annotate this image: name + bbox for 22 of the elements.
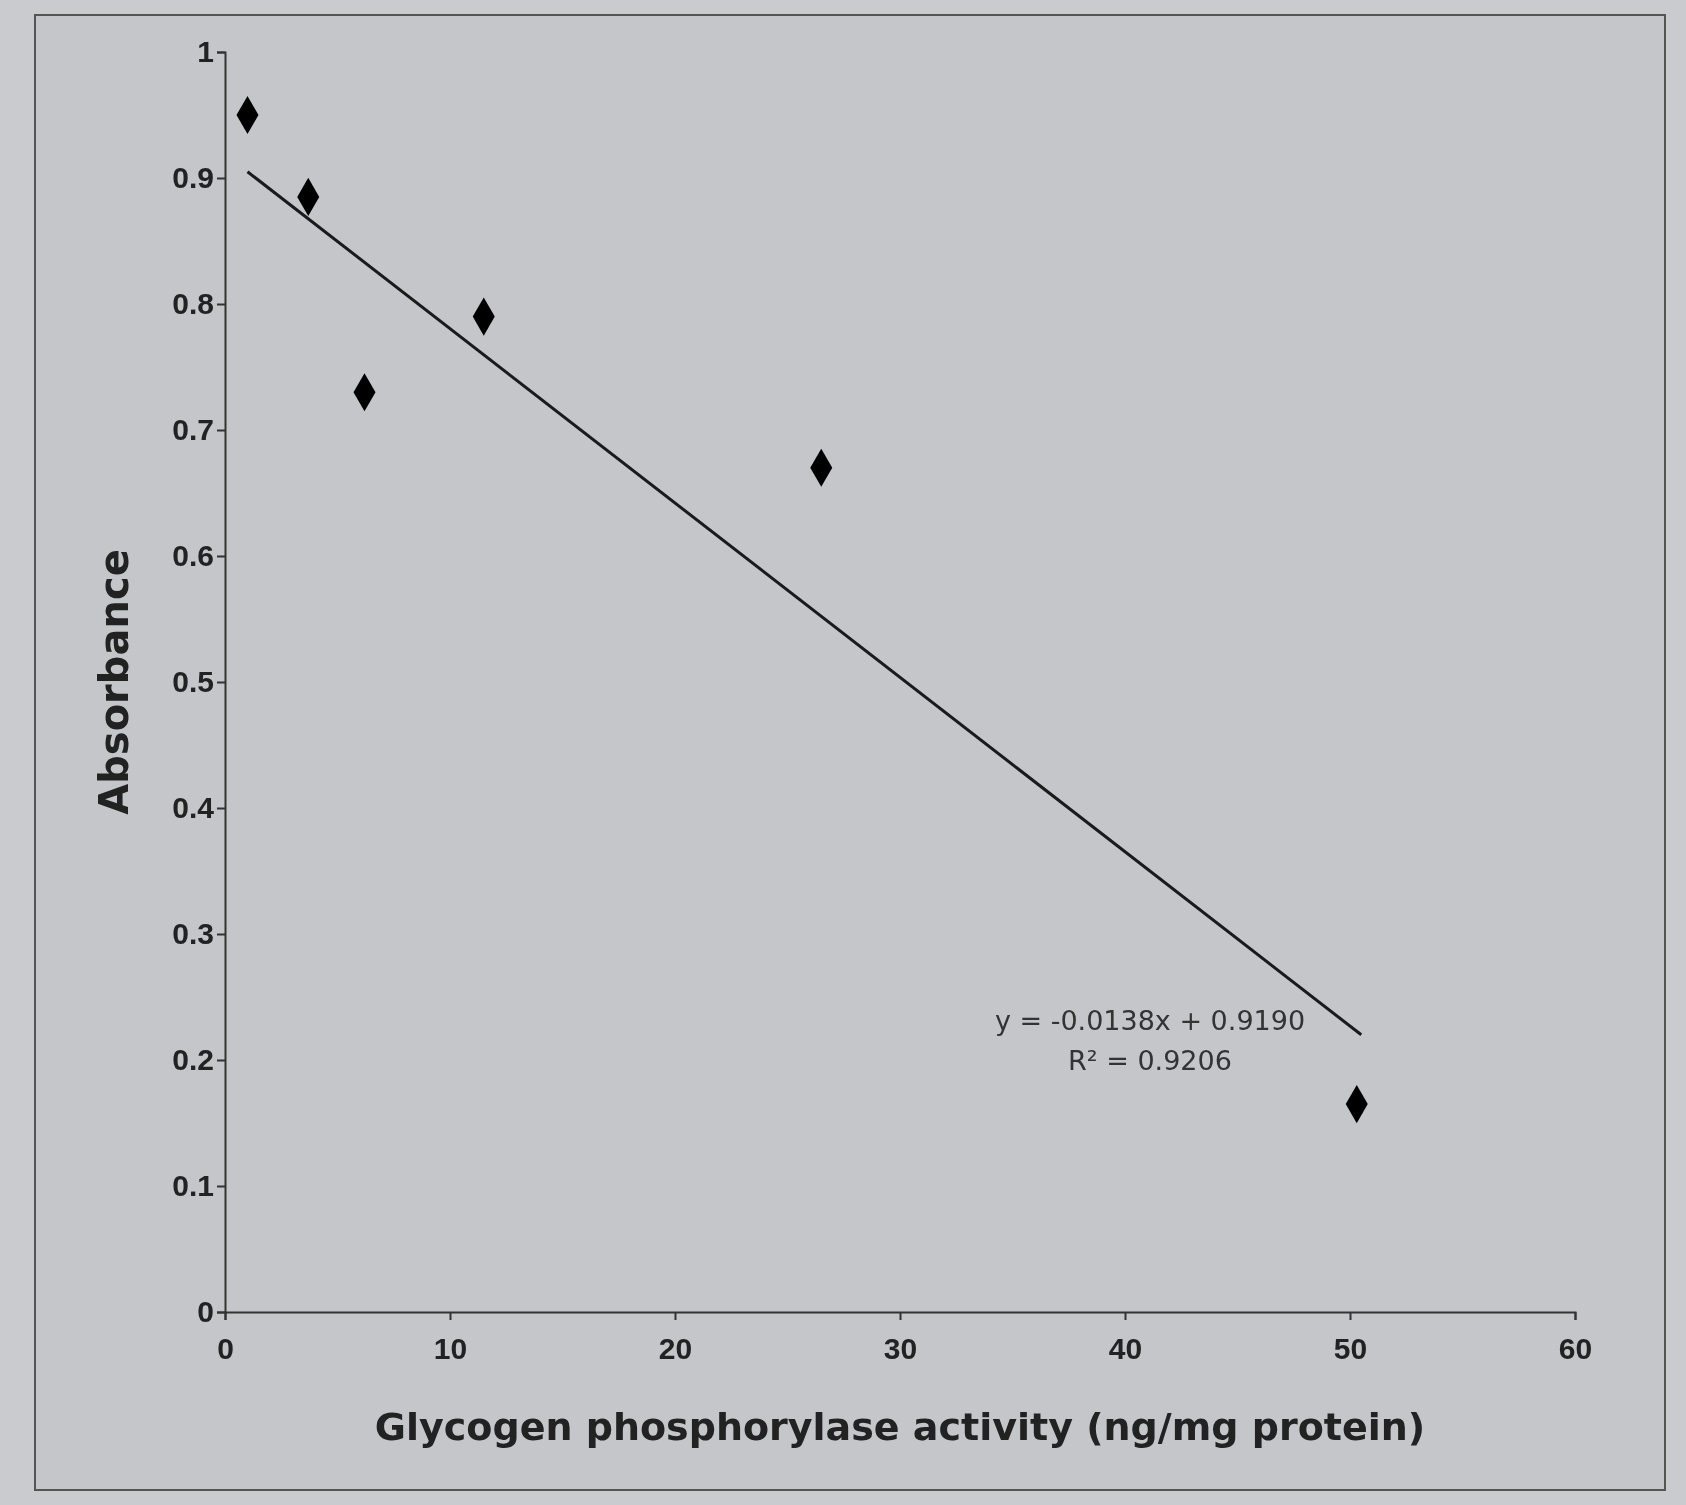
x-tick-label: 30 [883,1332,918,1365]
y-tick-label: 0.6 [172,539,214,573]
annotation: R² = 0.9206 [1068,1045,1232,1076]
y-tick-label: 0.1 [172,1169,214,1203]
y-axis-title: Absorbance [91,549,137,815]
x-tick-label: 40 [1108,1332,1143,1365]
y-tick-label: 0.5 [172,665,214,699]
y-tick-label: 0.7 [172,413,214,447]
y-tick-label: 0.4 [172,791,215,825]
x-axis-title: Glycogen phosphorylase activity (ng/mg protein) [374,1405,1426,1449]
x-tick-label: 0 [217,1332,234,1365]
annotation: y = -0.0138x + 0.9190 [994,1005,1306,1036]
y-tick-label: 1 [197,35,214,69]
x-tick-label: 60 [1558,1332,1593,1365]
y-tick-label: 0.9 [172,161,214,195]
y-tick-label: 0.8 [172,287,214,321]
x-tick-label: 20 [658,1332,693,1365]
x-tick-label: 50 [1333,1332,1368,1365]
y-tick-label: 0.3 [172,917,214,951]
y-tick-label: 0.2 [172,1043,214,1077]
y-tick-label: 0 [197,1295,214,1329]
x-tick-label: 10 [433,1332,468,1365]
